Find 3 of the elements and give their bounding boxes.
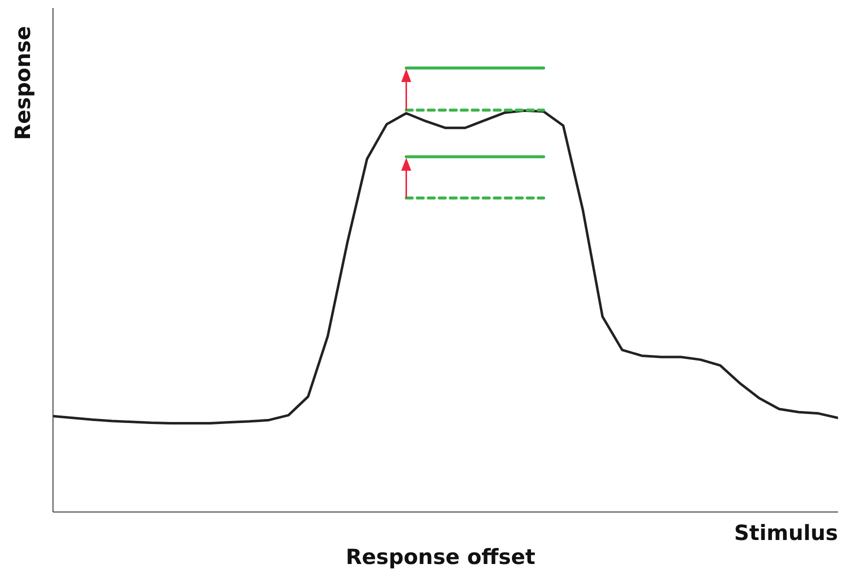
x-axis-title: Stimulus: [734, 521, 838, 545]
text: Response offset: [346, 545, 536, 569]
y-axis-title: Response: [11, 26, 35, 140]
